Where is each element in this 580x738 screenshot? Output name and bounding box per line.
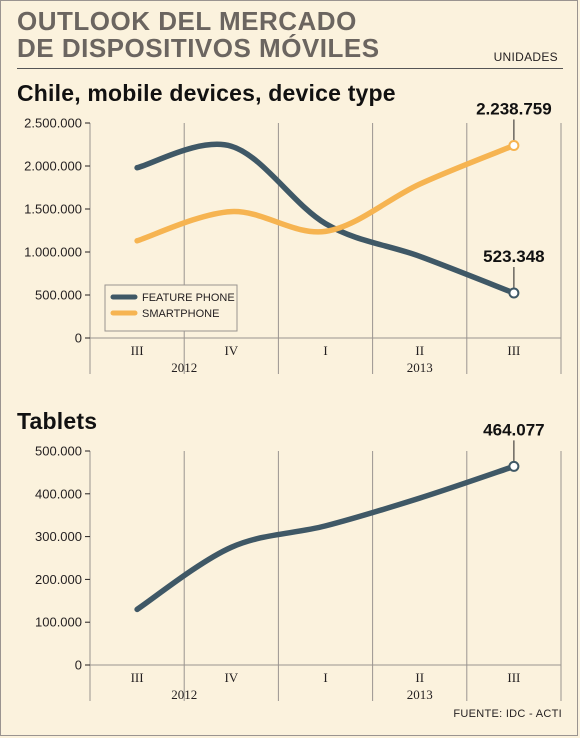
y-tick-label: 200.000: [35, 572, 82, 587]
series-line-1: [134, 142, 517, 244]
data-point-marker: [508, 287, 520, 299]
x-tick-label: I: [323, 670, 327, 685]
data-label: 523.348: [483, 247, 544, 266]
infographic-title: OUTLOOK DEL MERCADO DE DISPOSITIVOS MÓVI…: [17, 8, 380, 62]
data-point-marker: [508, 139, 520, 151]
x-tick-label: IV: [224, 670, 238, 685]
y-tick-label: 400.000: [35, 486, 82, 501]
y-tick-label: 0: [75, 658, 82, 673]
data-label: 464.077: [483, 420, 544, 439]
y-tick-label: 1.000.000: [24, 245, 82, 260]
x-tick-label: III: [507, 343, 520, 358]
x-group-label: 2013: [407, 687, 433, 702]
data-label: 2.238.759: [476, 99, 552, 118]
y-tick-label: 100.000: [35, 615, 82, 630]
y-tick-label: 2.000.000: [24, 159, 82, 174]
y-tick-label: 0: [75, 331, 82, 346]
y-tick-label: 2.500.000: [24, 116, 82, 131]
x-group-label: 2012: [171, 687, 197, 702]
x-tick-label: II: [415, 343, 424, 358]
series-line-0: [134, 463, 517, 613]
x-tick-label: III: [131, 670, 144, 685]
legend-label: FEATURE PHONE: [142, 292, 235, 304]
chart-1-title: Chile, mobile devices, device type: [17, 80, 396, 106]
header-rule: [17, 68, 563, 69]
x-tick-label: III: [507, 670, 520, 685]
y-tick-label: 300.000: [35, 529, 82, 544]
x-tick-label: III: [131, 343, 144, 358]
chart-2-title: Tablets: [17, 408, 98, 434]
x-group-label: 2013: [407, 360, 433, 375]
x-tick-label: II: [415, 670, 424, 685]
x-tick-label: IV: [224, 343, 238, 358]
chart-1-mobile-devices: 0 500.000 1.000.000 1.500.000 2.000.000 2.500…: [24, 99, 562, 375]
x-group-label: 2012: [171, 360, 197, 375]
title-line-2: DE DISPOSITIVOS MÓVILES: [17, 33, 380, 63]
legend-label: SMARTPHONE: [142, 308, 219, 320]
units-label: UNIDADES: [493, 50, 558, 64]
series-line-0: [134, 141, 517, 296]
x-tick-label: I: [323, 343, 327, 358]
data-point-marker: [508, 460, 520, 472]
source-note: FUENTE: IDC - ACTI: [453, 708, 562, 720]
legend-box: [104, 284, 238, 332]
y-tick-label: 500.000: [35, 288, 82, 303]
y-tick-label: 500.000: [35, 444, 82, 459]
y-tick-label: 1.500.000: [24, 202, 82, 217]
title-line-1: OUTLOOK DEL MERCADO: [17, 6, 357, 36]
